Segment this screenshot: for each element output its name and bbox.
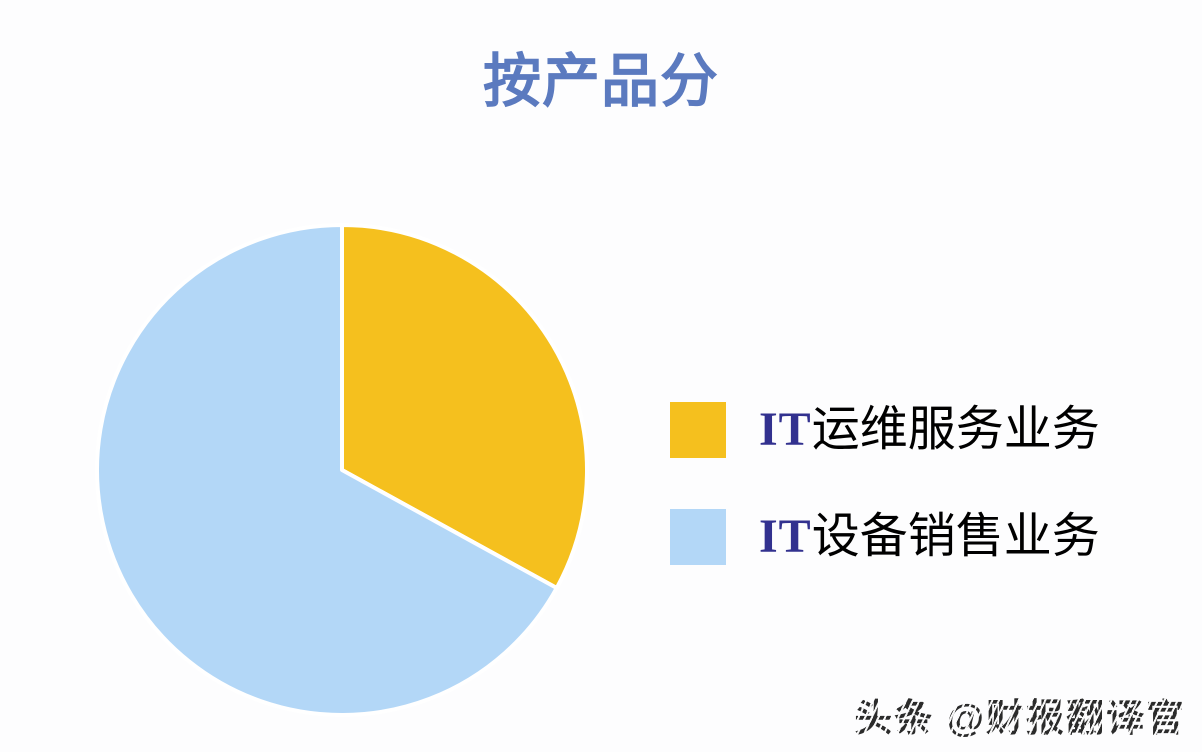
- legend-label-prefix: IT: [759, 510, 812, 563]
- watermark: 头条 @财报翻译官: [854, 687, 1186, 742]
- chart-title: 按产品分: [482, 49, 719, 114]
- legend-swatch-blue: [670, 509, 726, 565]
- pie-slice-1: [95, 223, 559, 717]
- legend-label-prefix: IT: [759, 403, 812, 456]
- legend-swatch-yellow: [670, 402, 726, 458]
- legend-label-text: 设备销售业务: [811, 510, 1100, 563]
- legend-item-it-services: IT运维服务业务: [670, 402, 1100, 458]
- legend-label-text: 运维服务业务: [811, 403, 1100, 456]
- legend-label: IT运维服务业务: [759, 402, 1100, 458]
- pie-chart: [95, 223, 589, 717]
- legend-label: IT设备销售业务: [759, 509, 1100, 565]
- legend-item-it-equipment-sales: IT设备销售业务: [670, 509, 1100, 565]
- pie-slice-0: [340, 223, 589, 591]
- legend: IT运维服务业务 IT设备销售业务: [670, 402, 1100, 616]
